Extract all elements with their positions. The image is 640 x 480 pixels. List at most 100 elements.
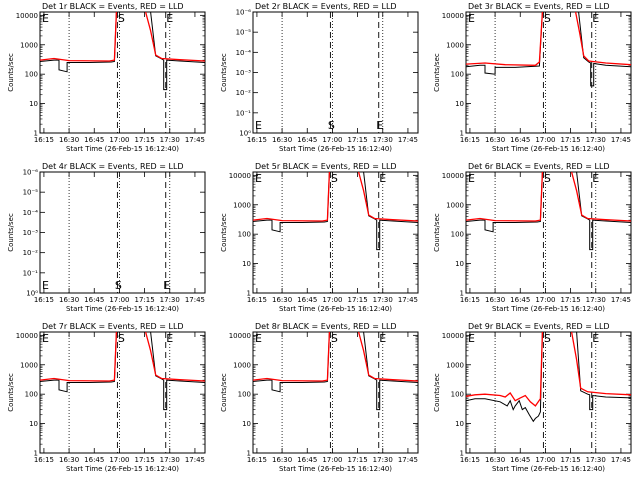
x-tick-label: 16:15	[247, 296, 267, 304]
x-tick-label: 17:00	[109, 296, 129, 304]
x-tick-label: 16:30	[485, 296, 505, 304]
x-tick-label: 16:45	[510, 456, 530, 464]
x-tick-label: 17:00	[535, 296, 555, 304]
marker-letter-e: E	[166, 332, 173, 345]
y-tick-label: 1000	[20, 361, 38, 369]
y-axis-label: Counts/sec	[7, 373, 15, 412]
x-tick-label: 17:00	[322, 456, 342, 464]
marker-letter-s: S	[118, 332, 125, 345]
series-line	[363, 332, 418, 411]
y-axis-label: Counts/sec	[433, 213, 441, 252]
panel-5: Det 5r BLACK = Events, RED = LLD 16:15 16:…	[220, 162, 419, 313]
x-tick-label: 17:15	[347, 296, 367, 304]
series-line	[466, 172, 543, 233]
x-tick-label: 17:30	[586, 136, 606, 144]
panel-title: Det 1r BLACK = Events, RED = LLD	[42, 2, 184, 11]
y-tick-label: 10000	[229, 172, 251, 180]
series-line	[40, 12, 118, 62]
x-tick-label: 17:00	[535, 456, 555, 464]
series-line	[570, 172, 631, 222]
x-tick-label: 16:45	[297, 456, 317, 464]
plot-frame	[39, 171, 206, 294]
panel-4: Det 4r BLACK = Events, RED = LLD 16:15 16:…	[7, 162, 206, 313]
y-tick-label: 10000	[442, 12, 464, 20]
y-tick-label: 10⁻¹	[236, 109, 252, 117]
y-axis-label: Counts/sec	[7, 213, 15, 252]
y-axis-label: Counts/sec	[220, 373, 228, 412]
x-tick-label: 17:45	[398, 456, 418, 464]
panel-8: Det 8r BLACK = Events, RED = LLD 16:15 16:…	[220, 322, 419, 473]
x-tick-label: 16:15	[34, 456, 54, 464]
x-tick-label: 17:30	[586, 456, 606, 464]
marker-letter-e: E	[255, 172, 262, 185]
x-tick-label: 17:00	[322, 136, 342, 144]
x-tick-label: 16:30	[272, 296, 292, 304]
x-tick-label: 17:30	[160, 456, 180, 464]
x-tick-label: 17:30	[373, 296, 393, 304]
x-tick-label: 17:15	[560, 296, 580, 304]
marker-letter-e: E	[255, 332, 262, 345]
y-tick-label: 1	[34, 450, 38, 458]
x-axis-label: Start Time (26-Feb-15 16:12:40)	[492, 465, 605, 473]
marker-letter-e: E	[468, 332, 475, 345]
x-tick-label: 17:15	[347, 456, 367, 464]
plot-frame	[252, 171, 419, 294]
marker-letter-e: E	[592, 12, 599, 25]
y-tick-label: 1000	[446, 41, 464, 49]
x-tick-label: 17:00	[322, 296, 342, 304]
y-tick-label: 1	[34, 130, 38, 138]
y-tick-label: 100	[451, 231, 464, 239]
x-tick-label: 17:15	[134, 456, 154, 464]
y-tick-label: 1000	[446, 361, 464, 369]
marker-letter-e: E	[166, 12, 173, 25]
marker-letter-e: E	[42, 12, 49, 25]
marker-letter-e: E	[42, 332, 49, 345]
series-line	[357, 172, 418, 222]
y-tick-label: 10000	[442, 332, 464, 340]
y-tick-label: 10	[242, 420, 251, 428]
x-tick-label: 16:30	[59, 456, 79, 464]
x-axis-label: Start Time (26-Feb-15 16:12:40)	[492, 305, 605, 313]
y-tick-label: 10	[455, 100, 464, 108]
panel-1: Det 1r BLACK = Events, RED = LLD 16:15 16:…	[7, 2, 206, 153]
panel-title: Det 6r BLACK = Events, RED = LLD	[468, 162, 610, 171]
y-tick-label: 10	[29, 420, 38, 428]
series-line	[253, 332, 331, 382]
x-tick-label: 16:30	[272, 136, 292, 144]
x-tick-label: 17:30	[373, 136, 393, 144]
y-tick-label: 100	[25, 391, 38, 399]
x-tick-label: 17:45	[611, 296, 631, 304]
series-line	[150, 332, 205, 411]
x-tick-label: 16:15	[247, 136, 267, 144]
y-tick-label: 10000	[229, 332, 251, 340]
x-tick-label: 16:15	[460, 296, 480, 304]
y-tick-label: 1000	[446, 201, 464, 209]
x-tick-label: 16:15	[460, 136, 480, 144]
y-tick-label: 1	[460, 130, 464, 138]
x-axis-label: Start Time (26-Feb-15 16:12:40)	[66, 465, 179, 473]
series-line	[576, 332, 631, 411]
y-tick-label: 1000	[20, 41, 38, 49]
panel-9: Det 9r BLACK = Events, RED = LLD 16:15 16:…	[433, 322, 632, 473]
series-line	[466, 12, 543, 75]
series-line	[253, 172, 330, 233]
series-line	[40, 12, 117, 73]
y-tick-label: 100	[238, 391, 251, 399]
marker-letter-s: S	[115, 279, 122, 292]
marker-letter-e: E	[468, 12, 475, 25]
x-tick-label: 16:30	[485, 456, 505, 464]
x-tick-label: 16:45	[510, 296, 530, 304]
panel-2: Det 2r BLACK = Events, RED = LLD 16:15 16:…	[220, 2, 419, 153]
y-tick-label: 100	[451, 71, 464, 79]
x-tick-label: 17:15	[560, 456, 580, 464]
y-tick-label: 1	[460, 450, 464, 458]
x-tick-label: 16:45	[510, 136, 530, 144]
marker-letter-e: E	[255, 119, 262, 132]
series-line	[363, 172, 418, 251]
x-tick-label: 16:30	[272, 456, 292, 464]
x-tick-label: 16:15	[460, 456, 480, 464]
x-tick-label: 16:15	[34, 136, 54, 144]
y-tick-label: 10⁻⁴	[236, 49, 252, 57]
series-line	[253, 172, 331, 222]
y-tick-label: 1	[247, 450, 251, 458]
